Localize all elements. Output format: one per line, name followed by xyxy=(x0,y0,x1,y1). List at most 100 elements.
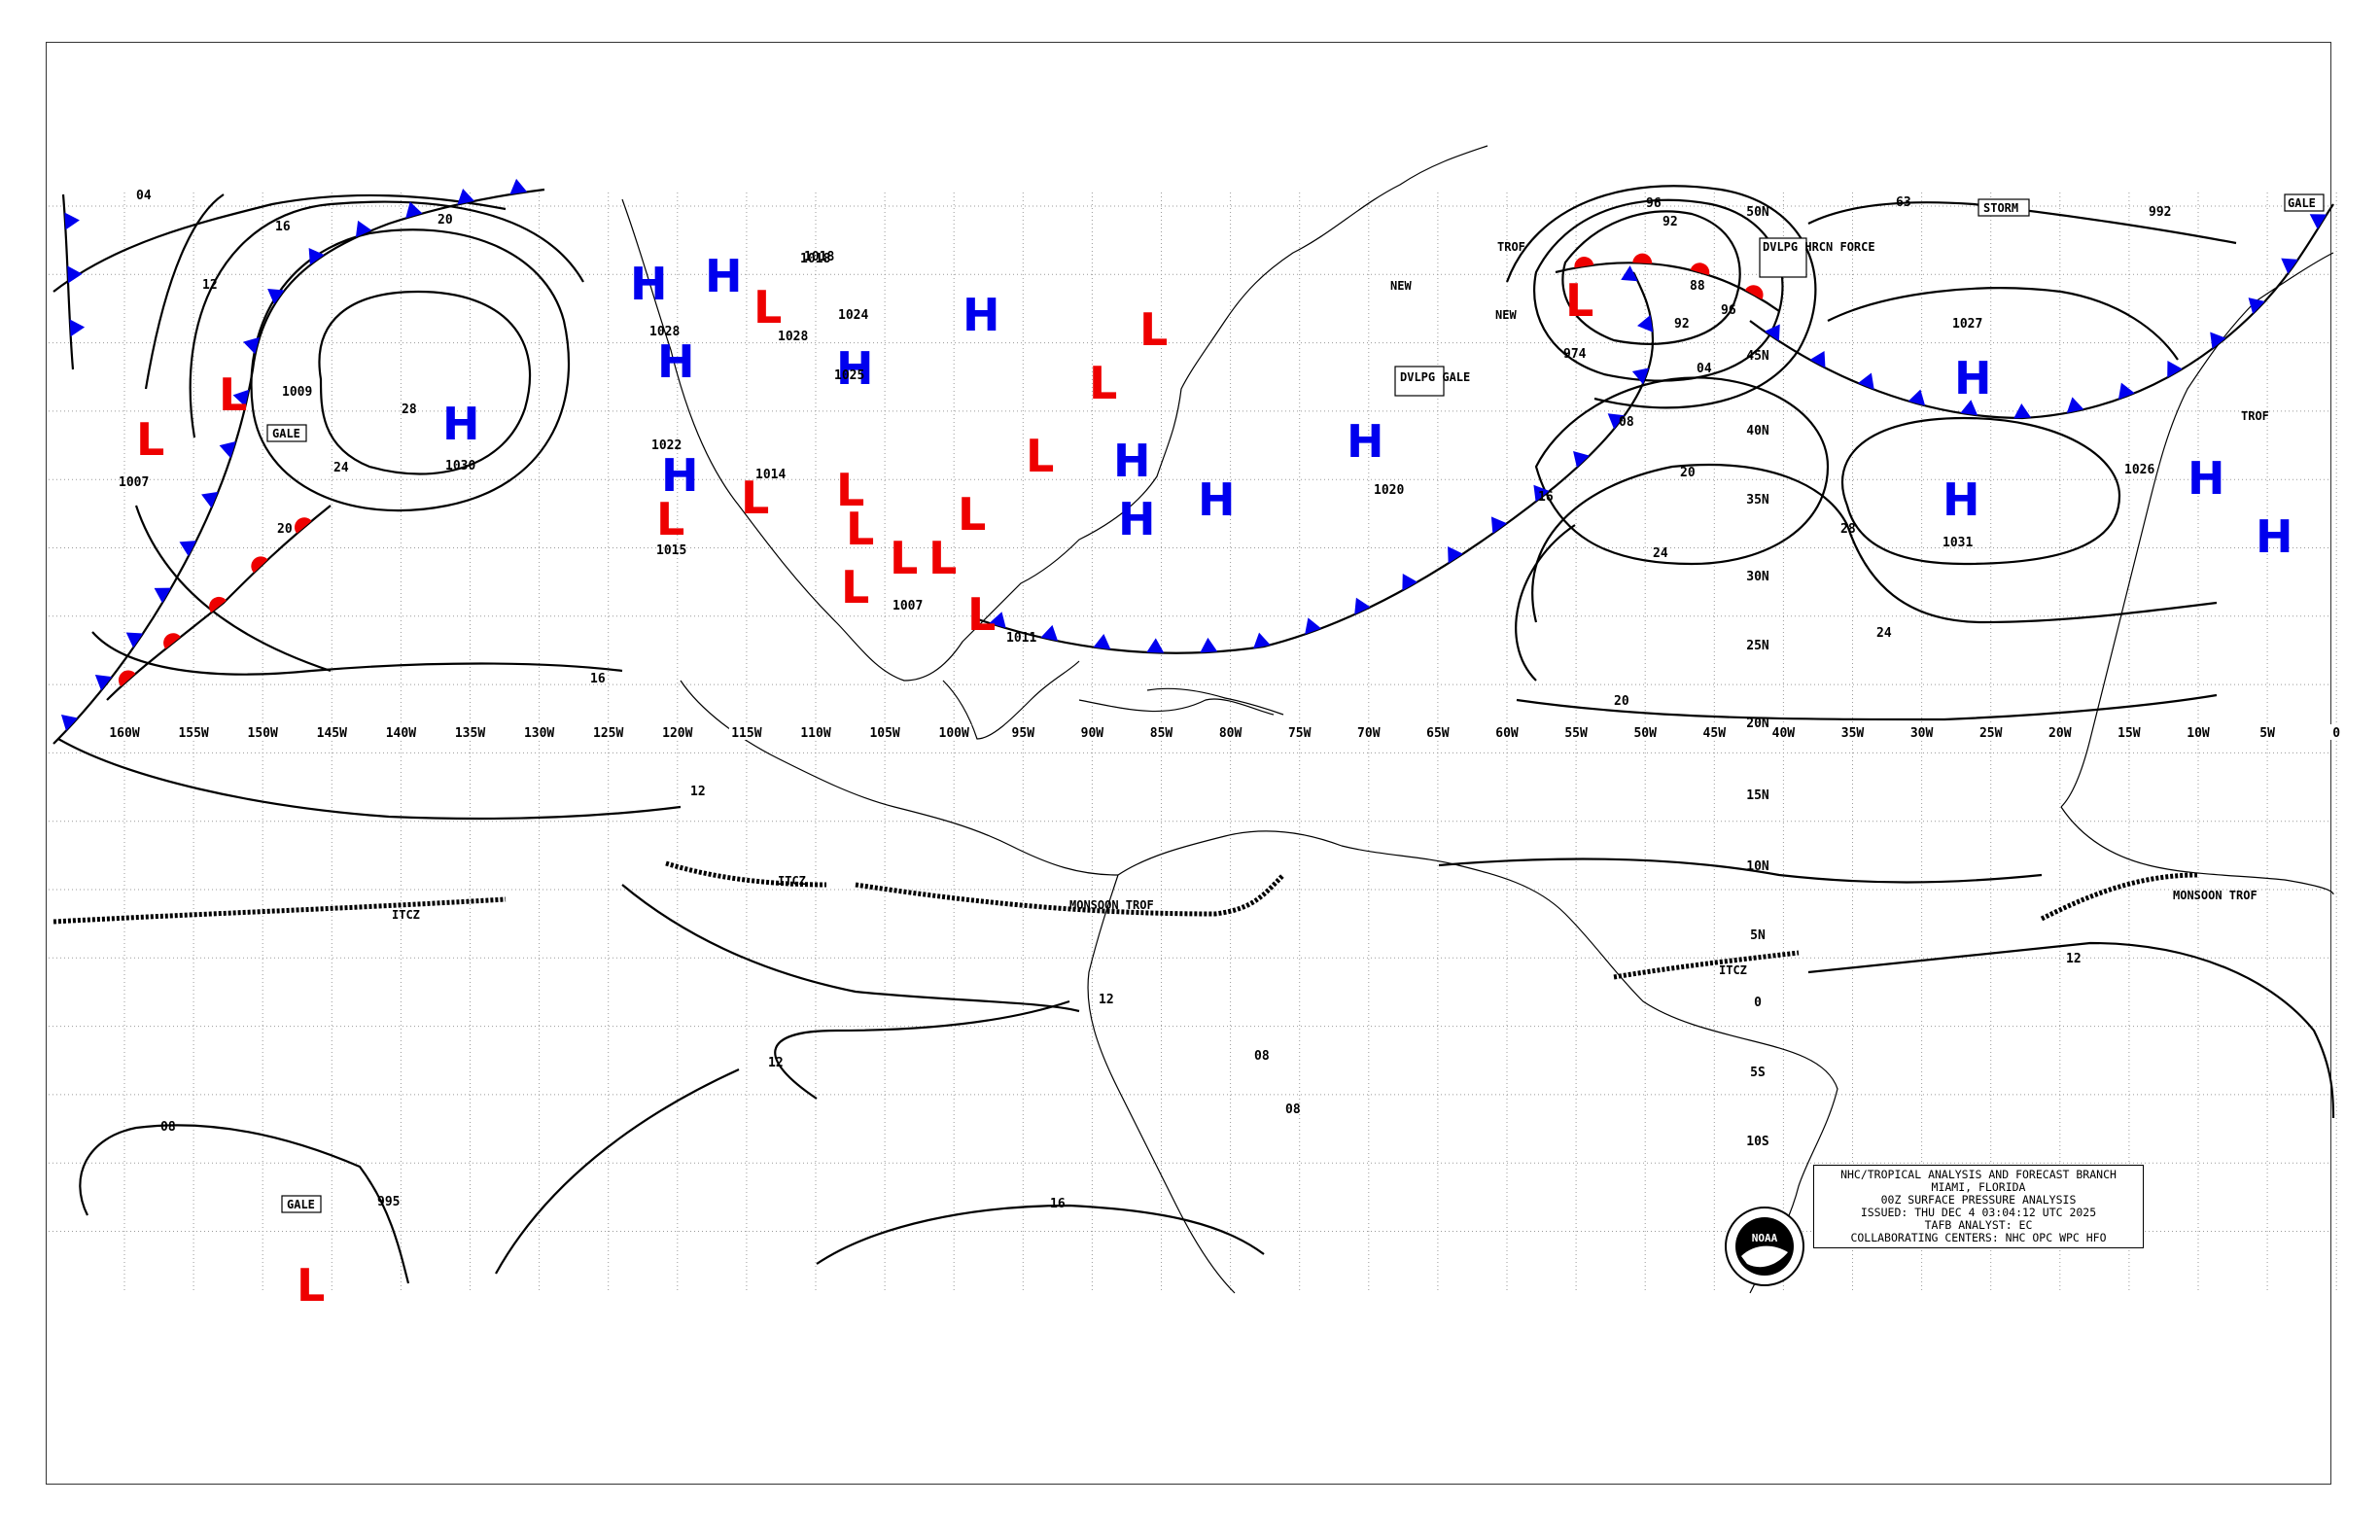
cold-front-triangle xyxy=(2248,298,2265,315)
longitude-label-bg xyxy=(1766,724,1802,740)
warning-label: GALE xyxy=(2288,196,2316,210)
warning-label: DVLPG HRCN FORCE xyxy=(1763,240,1875,254)
longitude-label: 160W xyxy=(109,726,139,741)
isobar-label: 16 xyxy=(1538,490,1554,505)
cold-front-triangle xyxy=(1200,637,1218,653)
cold-front-triangle xyxy=(69,319,86,337)
latitude-labels: 30N 35N 40N 45N 50N 25N 20N 15N 10N 5N 0 5S 10S xyxy=(1746,205,1769,1149)
cold-front-triangle xyxy=(2167,361,2183,378)
isobar-label: 992 xyxy=(2149,205,2171,220)
high-pressure-value: 1030 xyxy=(445,459,475,473)
cold-front-triangle xyxy=(509,178,528,195)
low-pressure-value: 1007 xyxy=(892,599,923,613)
isobar-label: 12 xyxy=(768,1056,784,1070)
cold-front-triangle xyxy=(1631,368,1650,385)
isobar-label: 16 xyxy=(275,220,291,234)
warm-front-semicircle xyxy=(1632,253,1653,264)
longitude-label: 110W xyxy=(800,726,830,741)
longitude-label: 10W xyxy=(2187,726,2210,741)
low-pressure-value: 1011 xyxy=(1006,631,1036,646)
itcz-label: ITCZ xyxy=(778,874,806,888)
high-center-extra: H xyxy=(661,449,699,502)
low-center: L xyxy=(753,281,782,333)
warning-label: GALE xyxy=(287,1198,315,1211)
isobar-label: 12 xyxy=(690,785,706,799)
trof-label: TROF xyxy=(2241,409,2269,423)
low-center-extra: L xyxy=(836,464,864,516)
info-line: TAFB ANALYST: EC xyxy=(1924,1218,2033,1232)
longitude-label-bg xyxy=(452,724,488,740)
cold-front-triangle xyxy=(1960,400,1978,416)
high-pressure-value: 1022 xyxy=(651,438,682,453)
latitude-label: 40N xyxy=(1746,424,1769,438)
longitude-label-bg xyxy=(1281,724,1317,740)
info-line: 00Z SURFACE PRESSURE ANALYSIS xyxy=(1880,1193,2077,1207)
isobar-label: 28 xyxy=(1840,522,1856,537)
warning-label: GALE xyxy=(272,427,300,440)
cold-front-triangle xyxy=(2210,332,2226,349)
longitude-label: 65W xyxy=(1426,726,1450,741)
warning-labels: GALE GALE DVLPG GALE DVLPG HRCN FORCE ST… xyxy=(266,193,2325,1213)
cold-front-triangle xyxy=(243,336,260,355)
longitude-label: 55W xyxy=(1564,726,1588,741)
low-center-extra: L xyxy=(1139,303,1168,356)
lat-lon-grid xyxy=(49,192,2337,1293)
cold-front-triangle xyxy=(219,441,236,459)
cold-front-triangle xyxy=(1305,617,1322,635)
info-line: COLLABORATING CENTERS: NHC OPC WPC HFO xyxy=(1850,1231,2107,1244)
low-pressure-value: 1015 xyxy=(656,543,686,558)
longitude-label-bg xyxy=(1489,724,1524,740)
cold-front-triangle xyxy=(125,632,144,648)
isobar-label: 12 xyxy=(1099,993,1114,1007)
warm-front-semicircle xyxy=(118,670,136,687)
low-center-extra: L xyxy=(1026,430,1054,482)
longitude-label: 95W xyxy=(1012,726,1035,741)
longitude-label: 130W xyxy=(524,726,554,741)
cold-front-triangle xyxy=(2066,397,2084,413)
longitude-label: 30W xyxy=(1910,726,1934,741)
longitude-label-bg xyxy=(1143,724,1179,740)
longitude-label: 75W xyxy=(1288,726,1312,741)
cold-front-triangle xyxy=(1448,545,1463,564)
isobar-label: 1024 xyxy=(838,308,868,323)
warm-front-semicircle xyxy=(1744,285,1764,300)
longitude-label: 100W xyxy=(939,726,969,741)
longitude-label-bg xyxy=(1697,724,1732,740)
high-center-extra: H xyxy=(705,250,743,302)
high-center-extra: H xyxy=(962,289,1000,341)
longitude-label: 60W xyxy=(1495,726,1519,741)
isobar-label: 08 xyxy=(1285,1102,1301,1117)
longitude-label-bg xyxy=(2111,724,2147,740)
longitude-label-bg xyxy=(2250,724,2286,740)
map-frame xyxy=(46,42,2331,1485)
high-center: H xyxy=(1954,352,1992,404)
latitude-label: 5S xyxy=(1750,1066,1766,1080)
high-pressure-value: 1027 xyxy=(1952,317,1982,332)
isobar-label: 1018 xyxy=(800,252,830,266)
longitude-label-bg xyxy=(659,724,695,740)
isobars xyxy=(52,185,2335,1284)
itcz-label: ITCZ xyxy=(392,908,420,922)
warm-front-semicircle xyxy=(1690,262,1710,276)
cold-front-triangle xyxy=(232,389,250,407)
longitude-label-bg xyxy=(867,724,903,740)
cold-front-triangle xyxy=(67,265,83,284)
cold-front-triangle xyxy=(1764,324,1780,341)
new-label: NEW xyxy=(1390,279,1412,293)
low-center-extra: L xyxy=(928,532,957,584)
longitude-label: 5W xyxy=(2259,726,2275,741)
cold-front-triangle xyxy=(2013,403,2032,419)
isobar-label: 20 xyxy=(1680,466,1696,480)
longitude-label: 90W xyxy=(1081,726,1104,741)
longitude-label: 0 xyxy=(2332,726,2340,741)
longitude-label-bg xyxy=(936,724,972,740)
cold-front-triangle xyxy=(1637,314,1654,332)
low-pressure-value: 995 xyxy=(377,1195,400,1209)
high-pressure-centers: H 1030 H 1028 H 1022 H 1025 H 1020 H 102… xyxy=(442,250,2293,563)
latitude-label: 50N xyxy=(1746,205,1769,220)
latitude-label: 20N xyxy=(1746,717,1769,731)
warm-front-semicircle xyxy=(163,633,181,649)
latitude-label: 30N xyxy=(1746,570,1769,584)
longitude-label: 145W xyxy=(317,726,347,741)
